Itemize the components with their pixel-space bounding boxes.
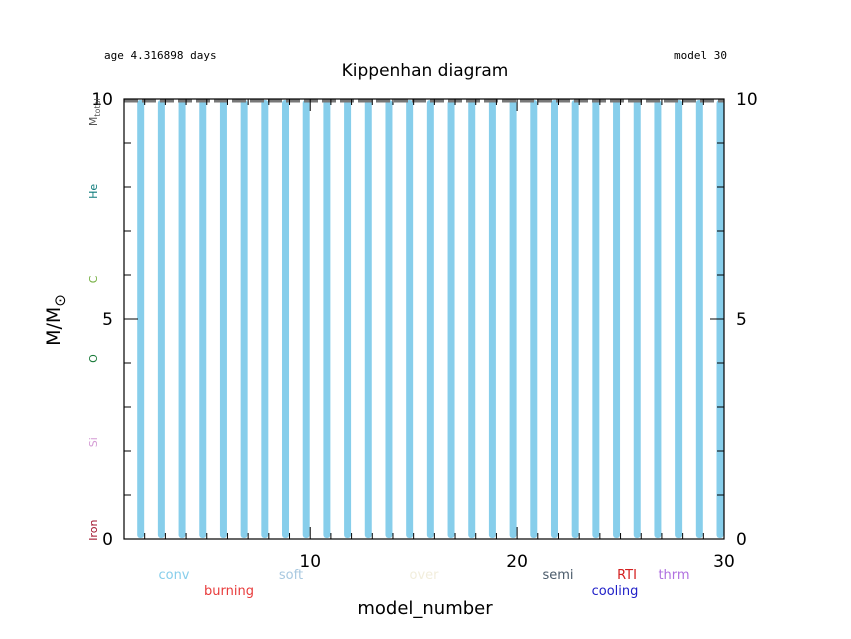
element-label: Si [87, 437, 100, 447]
svg-text:M/M⊙: M/M⊙ [43, 294, 69, 346]
element-label: Iron [87, 520, 100, 541]
x-axis-label: model_number [357, 598, 493, 619]
legend-item: conv [158, 568, 189, 583]
conv-bar [592, 100, 600, 538]
conv-bar [157, 100, 165, 538]
y-axis-label: M/M [43, 307, 65, 346]
conv-bar [695, 100, 703, 538]
conv-bar [613, 100, 621, 538]
axis-ticks [124, 98, 725, 540]
y-tick-label-left: 0 [102, 530, 113, 550]
y-axis-label-group: M/M⊙ [43, 294, 69, 346]
conv-bar [282, 100, 290, 538]
conv-bar [447, 100, 455, 538]
conv-bar [385, 100, 393, 538]
convection-bars [137, 100, 724, 538]
x-tick-label: 10 [299, 552, 321, 572]
element-label: He [87, 184, 100, 199]
y-tick-label-right: 0 [736, 530, 747, 550]
model-label: model 30 [674, 49, 727, 62]
age-label: age 4.316898 days [104, 49, 217, 62]
conv-bar [137, 100, 145, 538]
element-label-group: Iron [87, 520, 100, 541]
conv-bar [261, 100, 269, 538]
conv-bar [488, 100, 496, 538]
conv-bar [406, 100, 414, 538]
element-label-group: O [87, 354, 100, 363]
conv-bar [530, 100, 538, 538]
conv-bar [550, 100, 558, 538]
element-label-group: Si [87, 437, 100, 447]
conv-bar [240, 100, 248, 538]
y-tick-label-right: 5 [736, 310, 747, 330]
element-label: Mtotal [87, 98, 102, 126]
legend-item: burning [204, 584, 254, 599]
conv-bar [344, 100, 352, 538]
chart-title: Kippenhan diagram [342, 61, 509, 81]
y-tick-label-right: 10 [736, 90, 758, 110]
x-tick-label: 30 [713, 552, 735, 572]
conv-bar [468, 100, 476, 538]
conv-bar [571, 100, 579, 538]
conv-bar [199, 100, 207, 538]
legend-item: RTI [617, 568, 637, 583]
conv-bar [633, 100, 641, 538]
element-label: O [87, 354, 100, 363]
x-tick-label: 20 [506, 552, 528, 572]
conv-bar [426, 100, 434, 538]
legend-item: cooling [592, 584, 639, 599]
element-label-group: C [87, 275, 100, 283]
legend-item: thrm [658, 568, 689, 583]
conv-bar [302, 100, 310, 538]
legend-item: over [410, 568, 440, 583]
legend-item: semi [542, 568, 573, 583]
conv-bar [509, 100, 517, 538]
element-label-group: Mtotal [87, 98, 102, 126]
conv-bar [675, 100, 683, 538]
y-axis-label-sun-symbol: ⊙ [51, 294, 69, 307]
legend-item: soft [279, 568, 303, 583]
conv-bar [364, 100, 372, 538]
conv-bar [323, 100, 331, 538]
conv-bar [219, 100, 227, 538]
y-tick-label-left: 5 [102, 310, 113, 330]
element-label-group: He [87, 184, 100, 199]
element-label: C [87, 275, 100, 283]
y-tick-label-left: 10 [91, 90, 113, 110]
element-labels: Mtotal He C O Si Iron [87, 98, 102, 541]
axis-tick-labels: 10 20 300 05 510 10 [91, 90, 757, 572]
conv-bar [178, 100, 186, 538]
conv-bar [654, 100, 662, 538]
